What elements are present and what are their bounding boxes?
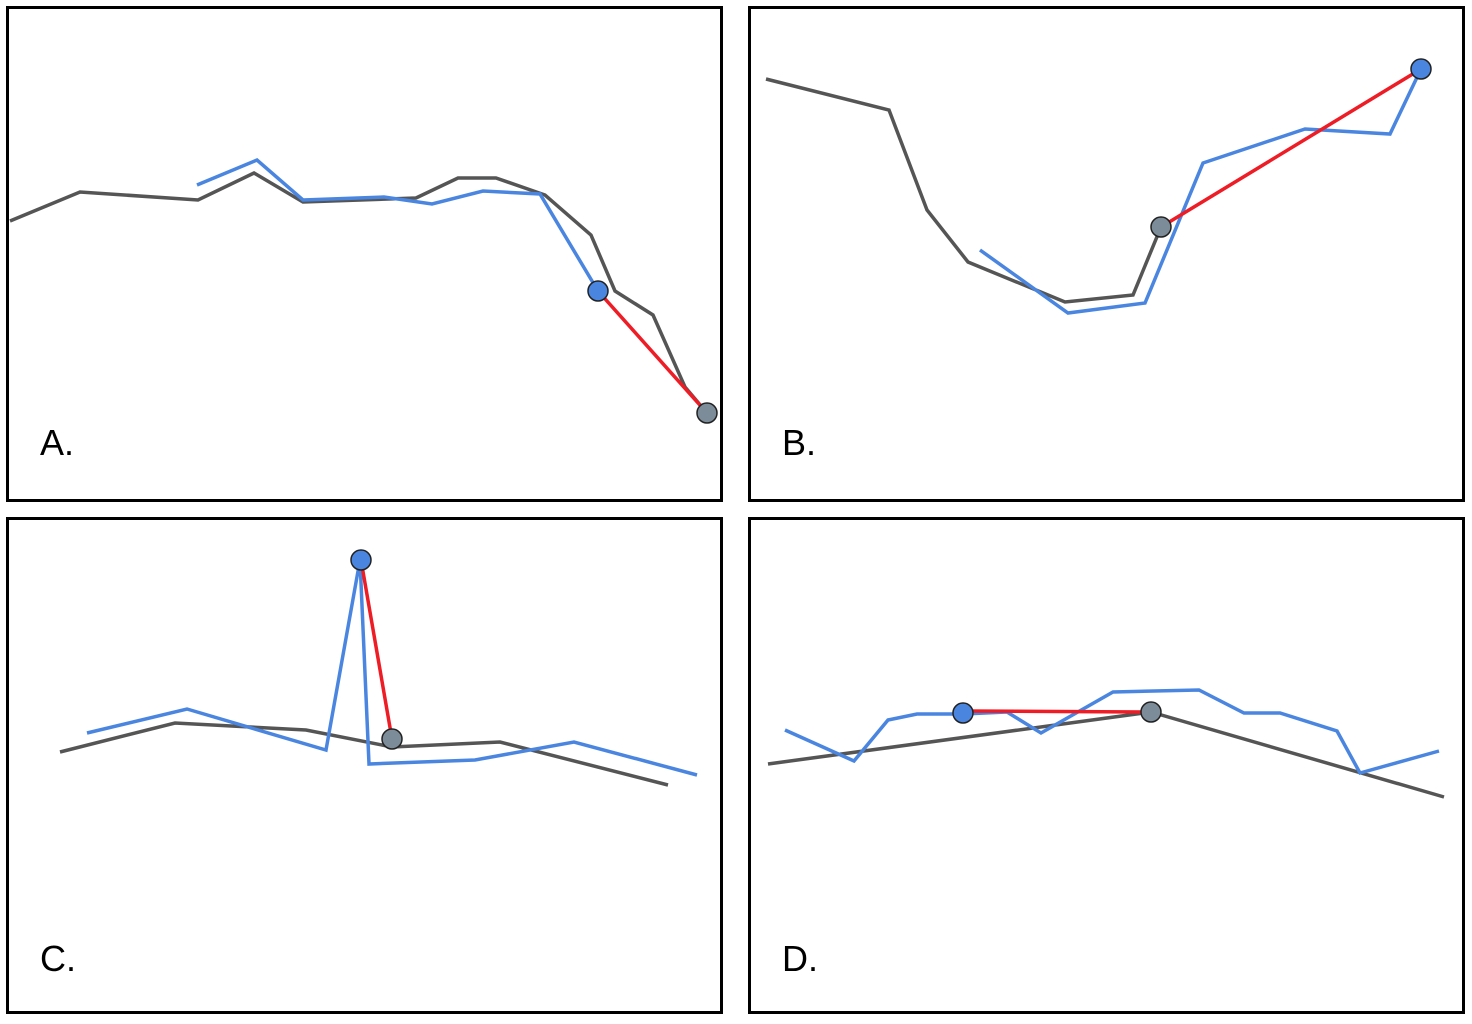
measured-point-d — [952, 702, 974, 724]
measured-point-a — [587, 280, 609, 302]
measured-line-a — [196, 157, 600, 292]
panel-label-c: C. — [40, 938, 76, 979]
reference-line-c — [59, 721, 669, 787]
reference-point-d — [1140, 701, 1162, 723]
reference-point-b — [1150, 216, 1172, 238]
panel-label-a: A. — [40, 422, 75, 463]
measured-line-b — [978, 68, 1423, 315]
panel-b: B. — [748, 6, 1465, 502]
reference-point-a — [696, 402, 718, 424]
panel-label-b: B. — [782, 422, 817, 463]
panel-label-d: D. — [782, 938, 818, 979]
connector-line-c — [359, 559, 394, 740]
connector-line-d — [962, 709, 1152, 714]
panel-d: D. — [748, 517, 1465, 1014]
measured-line-c — [86, 559, 698, 777]
reference-line-b — [765, 77, 1163, 304]
reference-line-d — [767, 710, 1445, 799]
panel-a: A. — [6, 6, 723, 502]
reference-point-c — [381, 728, 403, 750]
panel-c: C. — [6, 517, 723, 1014]
measured-point-b — [1410, 58, 1432, 80]
connector-line-a — [596, 289, 709, 415]
measured-point-c — [350, 549, 372, 571]
reference-line-a — [9, 171, 709, 415]
measured-line-d — [784, 688, 1440, 776]
connector-line-b — [1160, 67, 1422, 229]
